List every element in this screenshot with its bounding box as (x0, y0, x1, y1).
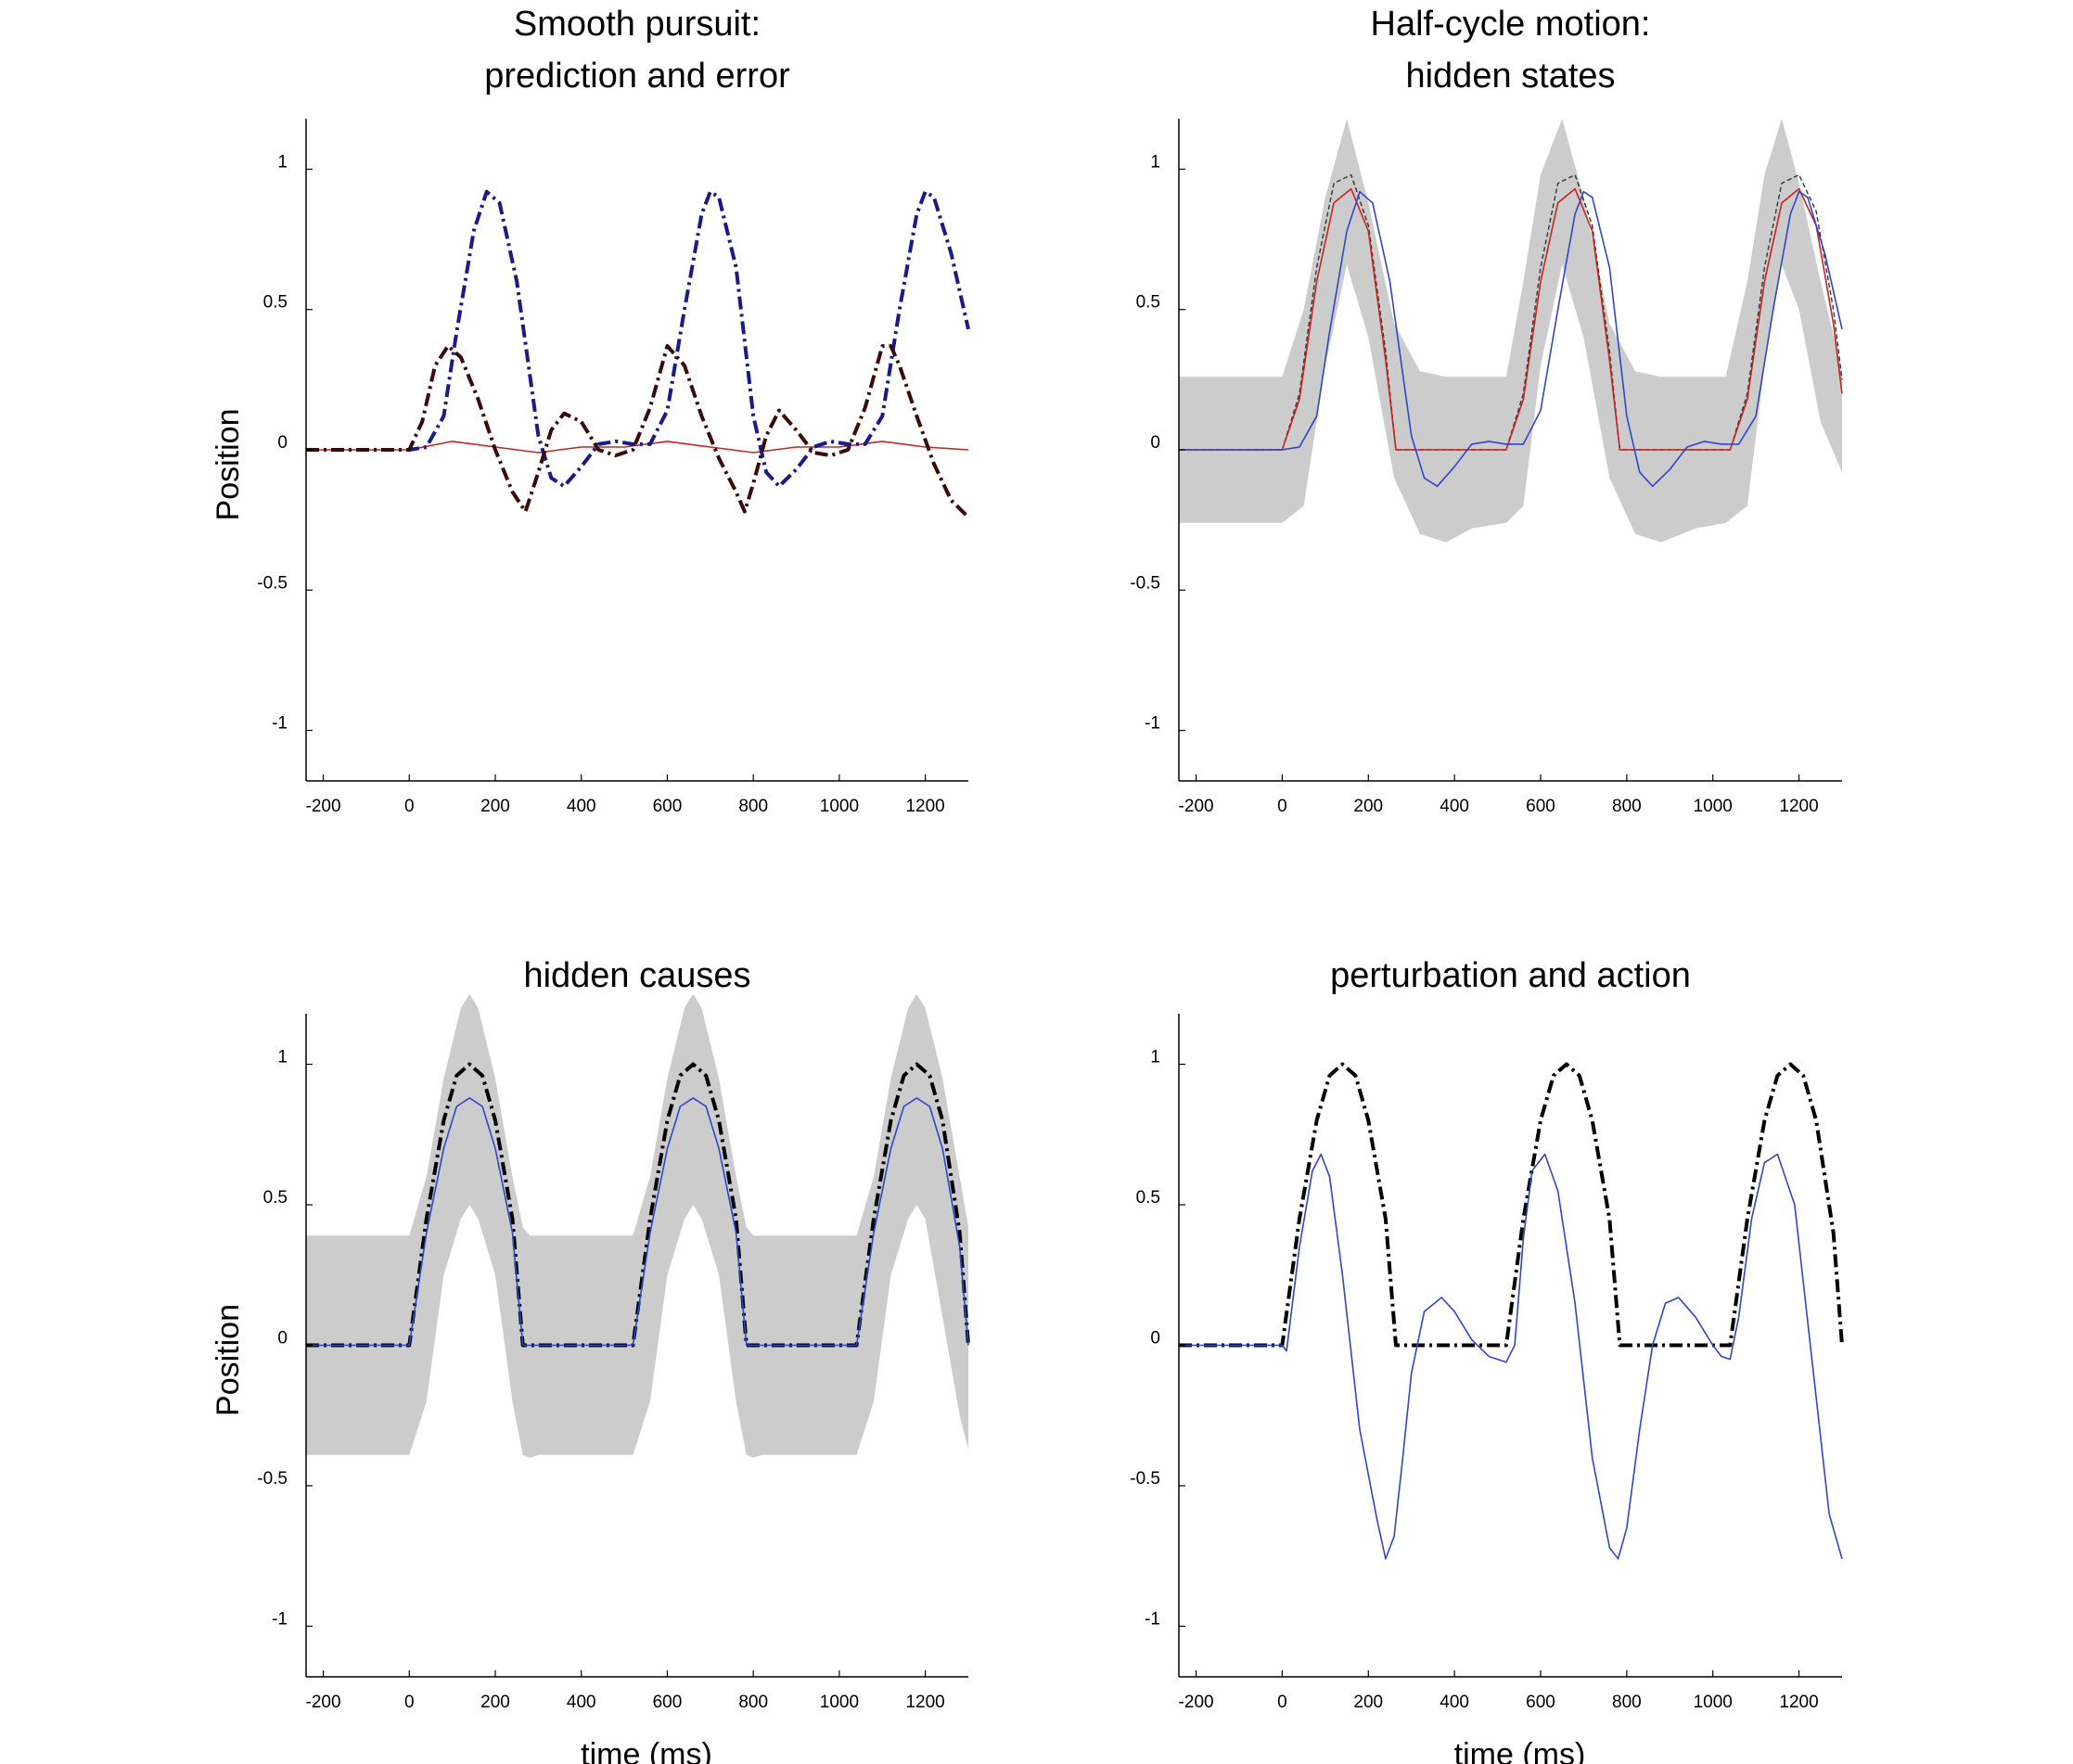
y-tick-label: 1 (277, 1048, 288, 1067)
x-tick-label: 600 (653, 1693, 683, 1712)
x-tick-label: 0 (1277, 797, 1287, 816)
x-tick-label: 400 (567, 1693, 596, 1712)
panel-4: -200 0 200 400 600 800 1000 1200 -1 -0.5 0 0.5 1 pert… (1130, 956, 1844, 1764)
x-tick-label: 200 (1353, 1693, 1383, 1712)
x-tick-label: 1000 (820, 1693, 859, 1712)
x-tick-label: 1200 (1779, 1693, 1818, 1712)
panel-3: -200 0 200 400 600 800 1000 1200 -1 -0.5 0 0.5 1 hidd… (211, 956, 970, 1764)
x-tick-label: 200 (1353, 797, 1383, 816)
y-tick-label: -1 (1145, 1609, 1160, 1629)
x-tick-label: 800 (738, 797, 768, 816)
panel-title: Smooth pursuit: (514, 5, 761, 44)
x-axis-label: time (ms) (581, 1737, 712, 1764)
x-tick-label: 1200 (905, 797, 944, 816)
y-tick-label: 0.5 (1136, 293, 1160, 313)
panel-title: hidden causes (523, 956, 750, 995)
panel-title: perturbation and action (1330, 956, 1691, 995)
x-tick-label: 600 (653, 797, 683, 816)
y-tick-label: -1 (272, 714, 288, 734)
x-axis-label: time (ms) (1454, 1737, 1586, 1764)
series-line-2 (306, 1097, 969, 1347)
panel-title: hidden states (1405, 57, 1615, 96)
y-tick-label: 0 (277, 1329, 288, 1349)
x-tick-label: 1200 (905, 1693, 944, 1712)
panel-1: -200 0 200 400 600 800 1000 1200 -1 -0.5 0 0.5 1 Smoo… (211, 5, 970, 816)
panel-title: prediction and error (484, 57, 790, 96)
x-tick-label: -200 (1179, 1693, 1214, 1712)
y-tick-label: 0 (1150, 433, 1160, 453)
x-tick-label: 600 (1526, 797, 1555, 816)
series-line-2 (306, 189, 970, 489)
confidence-band (306, 993, 968, 1458)
x-tick-label: 1000 (1694, 797, 1733, 816)
y-tick-label: 0.5 (263, 1188, 288, 1208)
x-tick-label: 600 (1526, 1693, 1555, 1712)
x-tick-label: 400 (1440, 1693, 1469, 1712)
x-tick-label: 0 (404, 797, 415, 816)
y-tick-label: 0 (1150, 1329, 1160, 1349)
y-tick-label: 0.5 (263, 293, 288, 313)
x-tick-label: 800 (738, 1693, 768, 1712)
panel-2: -200 0 200 400 600 800 1000 1200 -1 -0.5 0 0.5 1 Half… (1130, 5, 1843, 816)
series-line-1 (306, 1062, 970, 1348)
x-tick-label: 800 (1612, 1693, 1642, 1712)
series-line-1 (306, 441, 969, 454)
x-tick-label: 0 (404, 1693, 415, 1712)
x-tick-label: -200 (306, 1693, 341, 1712)
y-tick-label: 1 (1150, 1048, 1160, 1067)
y-tick-label: 0.5 (1136, 1188, 1160, 1208)
y-tick-label: -0.5 (257, 1469, 288, 1489)
confidence-band (1179, 119, 1842, 543)
y-tick-label: -1 (1145, 714, 1160, 734)
y-tick-label: 1 (277, 152, 288, 172)
y-tick-label: 0 (277, 433, 288, 453)
series-line-2 (1179, 1153, 1843, 1560)
y-tick-label: 1 (1150, 152, 1160, 172)
x-tick-label: 400 (567, 797, 596, 816)
series-line-2 (1179, 187, 1843, 451)
x-tick-label: -200 (306, 797, 341, 816)
x-tick-label: 1000 (820, 797, 859, 816)
x-tick-label: -200 (1179, 797, 1214, 816)
x-tick-label: 200 (480, 1693, 510, 1712)
series-line-3 (1179, 190, 1843, 488)
x-tick-label: 1000 (1694, 1693, 1733, 1712)
x-tick-label: 1200 (1779, 797, 1818, 816)
y-axis-label: Position (211, 409, 246, 521)
series-line-1 (1179, 1062, 1844, 1348)
x-tick-label: 200 (480, 797, 510, 816)
series-line-3 (306, 344, 970, 519)
y-tick-label: -1 (272, 1609, 288, 1629)
panel-title: Half-cycle motion: (1371, 5, 1651, 44)
x-tick-label: 800 (1612, 797, 1642, 816)
y-tick-label: -0.5 (257, 573, 288, 593)
x-tick-label: 0 (1277, 1693, 1287, 1712)
series-line-1 (1179, 173, 1843, 451)
x-tick-label: 400 (1440, 797, 1469, 816)
y-tick-label: -0.5 (1130, 573, 1160, 593)
y-axis-label: Position (211, 1304, 246, 1416)
y-tick-label: -0.5 (1130, 1469, 1160, 1489)
